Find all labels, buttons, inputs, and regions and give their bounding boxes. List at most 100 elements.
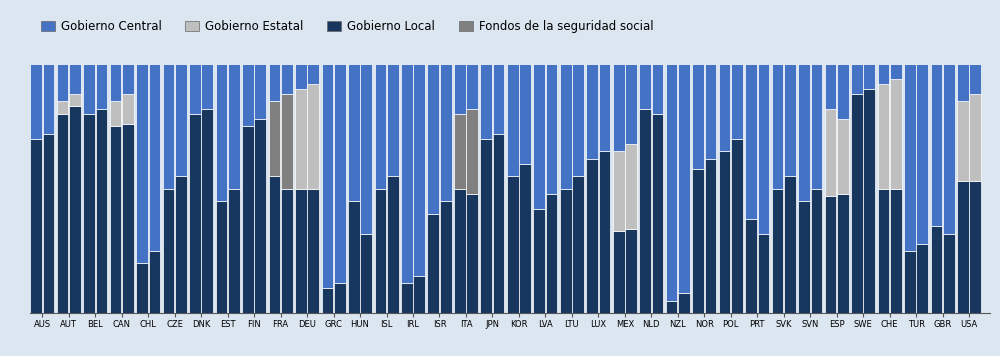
Bar (692, 64, 704, 169)
Bar (413, 64, 425, 276)
Bar (254, 119, 266, 313)
Bar (228, 64, 240, 189)
Bar (30, 64, 42, 139)
Bar (413, 276, 425, 313)
Bar (625, 229, 637, 313)
Bar (692, 169, 704, 313)
Bar (149, 64, 160, 251)
Bar (652, 114, 663, 313)
Bar (784, 64, 796, 176)
Bar (625, 144, 637, 229)
Bar (269, 64, 280, 101)
Bar (57, 64, 68, 101)
Bar (613, 64, 625, 151)
Bar (269, 176, 280, 313)
Bar (678, 64, 690, 293)
Bar (216, 201, 227, 313)
Bar (110, 126, 121, 313)
Bar (216, 64, 227, 201)
Bar (440, 201, 452, 313)
Bar (96, 64, 107, 109)
Bar (863, 89, 875, 313)
Bar (719, 151, 730, 313)
Bar (519, 164, 531, 313)
Bar (507, 176, 519, 313)
Bar (719, 64, 730, 151)
Bar (811, 64, 822, 189)
Bar (334, 64, 346, 283)
Bar (201, 109, 213, 313)
Bar (943, 64, 955, 234)
Bar (745, 64, 757, 219)
Bar (348, 64, 360, 201)
Bar (69, 106, 81, 313)
Bar (731, 64, 743, 139)
Bar (175, 64, 187, 176)
Legend: Gobierno Central, Gobierno Estatal, Gobierno Local, Fondos de la seguridad socia: Gobierno Central, Gobierno Estatal, Gobi… (36, 15, 658, 38)
Bar (758, 64, 769, 234)
Bar (533, 64, 545, 209)
Bar (480, 139, 492, 313)
Bar (837, 64, 849, 119)
Bar (57, 101, 68, 114)
Bar (825, 196, 836, 313)
Bar (519, 64, 531, 164)
Bar (639, 64, 651, 109)
Bar (189, 64, 201, 114)
Bar (931, 226, 942, 313)
Bar (57, 114, 68, 313)
Bar (493, 64, 504, 134)
Bar (890, 189, 902, 313)
Bar (427, 64, 439, 214)
Bar (110, 101, 121, 126)
Bar (136, 263, 148, 313)
Bar (731, 139, 743, 313)
Bar (201, 64, 213, 109)
Bar (798, 64, 810, 201)
Bar (666, 64, 677, 301)
Bar (851, 94, 863, 313)
Bar (307, 64, 319, 84)
Bar (228, 189, 240, 313)
Bar (401, 283, 413, 313)
Bar (904, 251, 916, 313)
Bar (863, 64, 875, 89)
Bar (83, 64, 95, 114)
Bar (586, 64, 598, 159)
Bar (375, 189, 386, 313)
Bar (440, 64, 452, 201)
Bar (96, 109, 107, 313)
Bar (466, 194, 478, 313)
Bar (798, 201, 810, 313)
Bar (360, 234, 372, 313)
Bar (427, 214, 439, 313)
Bar (572, 64, 584, 176)
Bar (878, 84, 889, 189)
Bar (560, 189, 572, 313)
Bar (772, 189, 783, 313)
Bar (307, 189, 319, 313)
Bar (375, 64, 386, 189)
Bar (122, 64, 134, 94)
Bar (613, 151, 625, 231)
Bar (242, 64, 254, 126)
Bar (586, 159, 598, 313)
Bar (916, 64, 928, 244)
Bar (931, 64, 942, 226)
Bar (666, 301, 677, 313)
Bar (890, 79, 902, 189)
Bar (269, 101, 280, 176)
Bar (110, 64, 121, 101)
Bar (546, 194, 557, 313)
Bar (281, 94, 293, 189)
Bar (254, 64, 266, 119)
Bar (957, 101, 969, 181)
Bar (599, 64, 610, 151)
Bar (837, 119, 849, 194)
Bar (242, 126, 254, 313)
Bar (334, 283, 346, 313)
Bar (837, 194, 849, 313)
Bar (348, 201, 360, 313)
Bar (281, 189, 293, 313)
Bar (387, 64, 399, 176)
